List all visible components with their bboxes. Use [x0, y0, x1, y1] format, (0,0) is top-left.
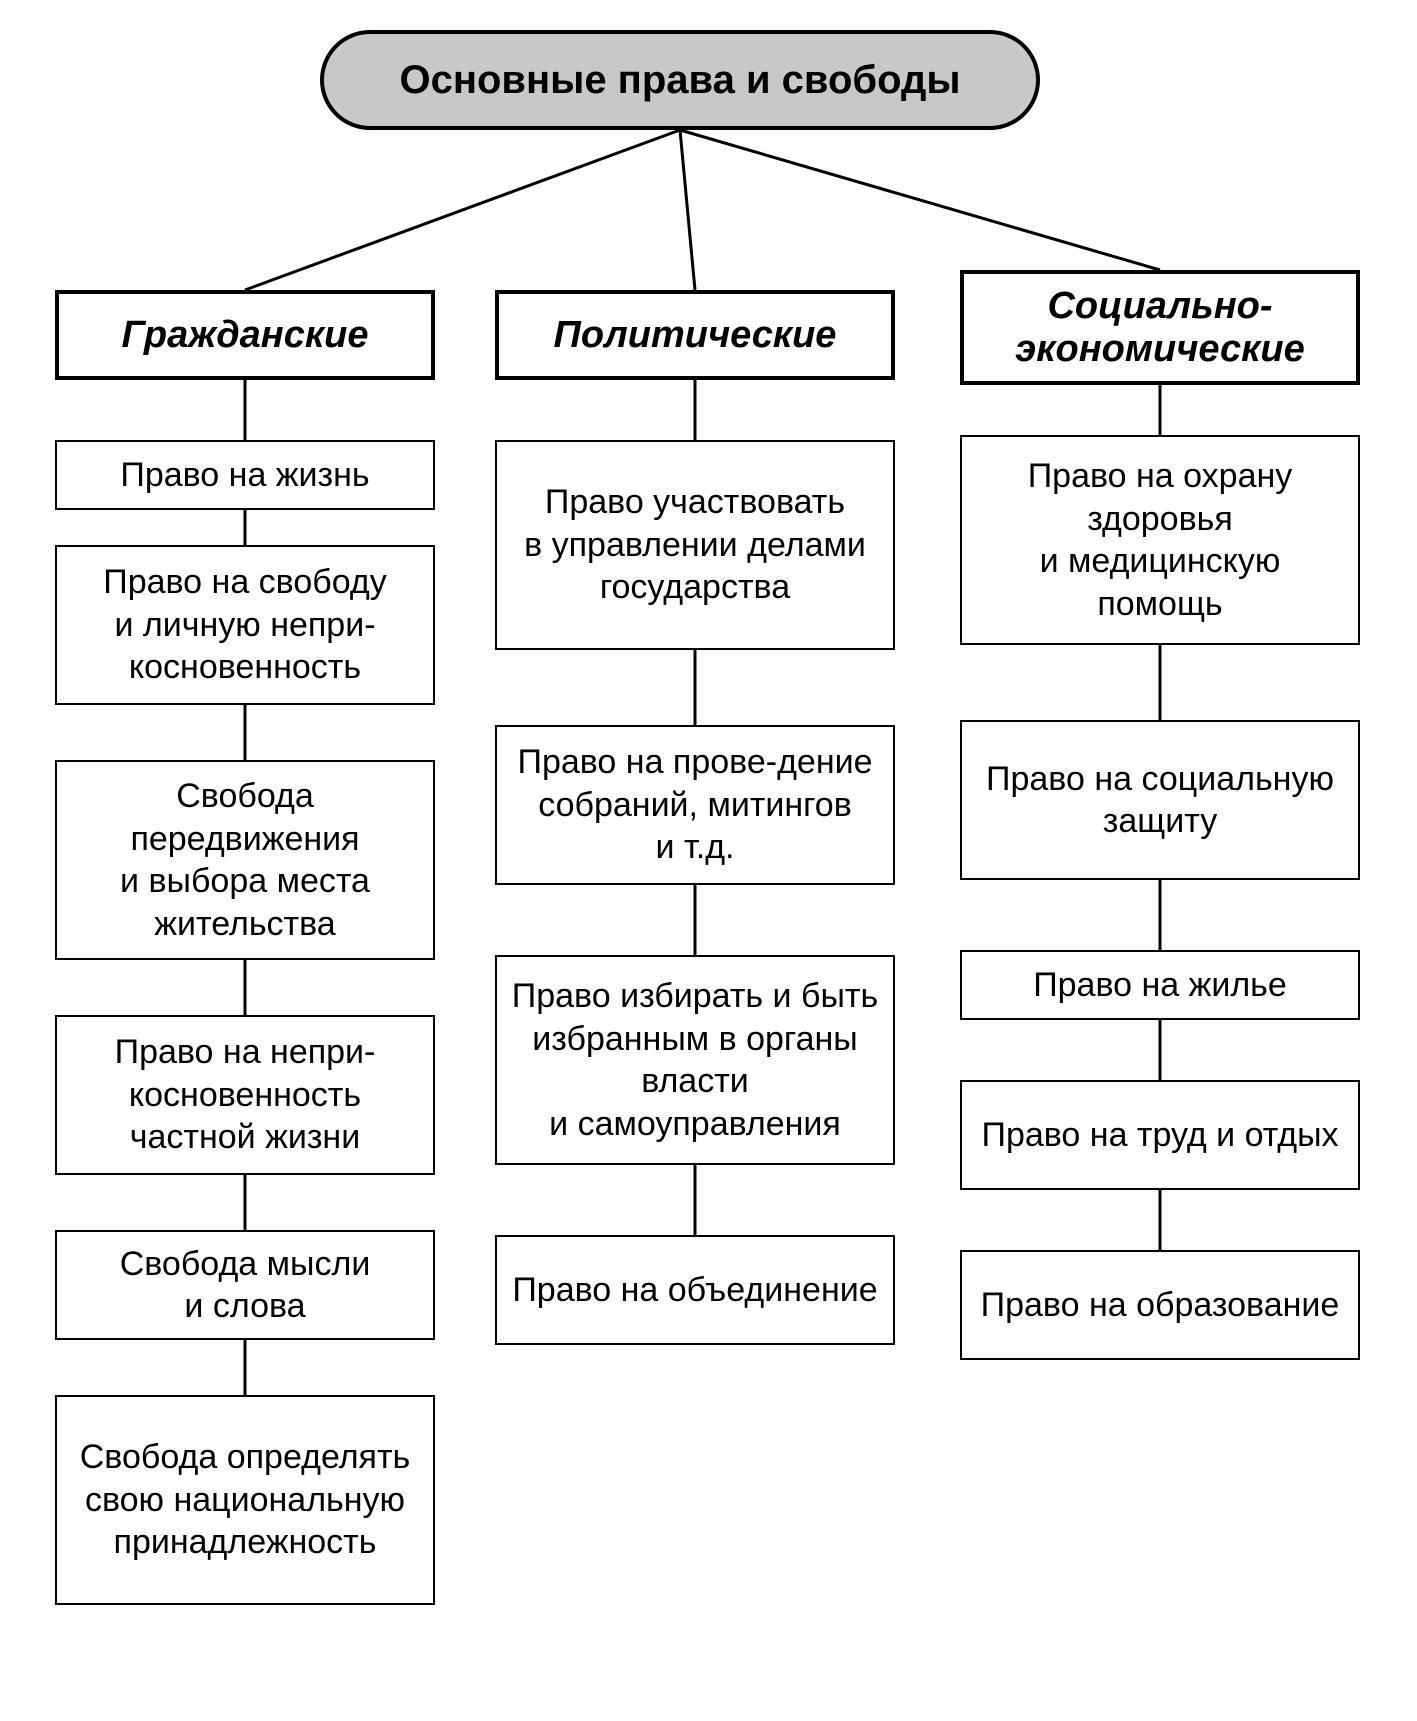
item-node: Право на непри-косновенность частной жиз…: [55, 1015, 435, 1175]
item-node-label: Право избирать и быть избранным в органы…: [511, 975, 879, 1145]
column-header-label: Социально-экономические: [976, 285, 1344, 371]
column-header-label: Политические: [554, 314, 837, 357]
column-header: Политические: [495, 290, 895, 380]
item-node: Право на образование: [960, 1250, 1360, 1360]
edge: [680, 130, 1160, 270]
item-node: Право на свободу и личную непри-косновен…: [55, 545, 435, 705]
item-node-label: Право на жилье: [1033, 964, 1287, 1007]
item-node-label: Право на непри-косновенность частной жиз…: [71, 1031, 419, 1159]
item-node-label: Право на труд и отдых: [982, 1114, 1339, 1157]
item-node: Свобода передвижения и выбора места жите…: [55, 760, 435, 960]
item-node: Право на объединение: [495, 1235, 895, 1345]
item-node-label: Свобода определять свою национальную при…: [71, 1436, 419, 1564]
item-node: Право на социальную защиту: [960, 720, 1360, 880]
item-node-label: Свобода мысли и слова: [71, 1243, 419, 1328]
column-header: Гражданские: [55, 290, 435, 380]
item-node-label: Право на объединение: [512, 1269, 877, 1312]
edge: [680, 130, 695, 290]
item-node-label: Право на прове-дение собраний, митингов …: [511, 741, 879, 869]
edge: [245, 130, 680, 290]
diagram-canvas: Основные права и свободы Гражданские Право…: [0, 0, 1417, 1721]
item-node-label: Право на жизнь: [120, 454, 369, 497]
item-node-label: Право на социальную защиту: [976, 758, 1344, 843]
item-node-label: Право на свободу и личную непри-косновен…: [71, 561, 419, 689]
item-node-label: Право на охрану здоровья и медицинскую п…: [976, 455, 1344, 625]
root-node-label: Основные права и свободы: [399, 58, 960, 103]
item-node: Право на охрану здоровья и медицинскую п…: [960, 435, 1360, 645]
item-node: Право участвовать в управлении делами го…: [495, 440, 895, 650]
item-node: Право избирать и быть избранным в органы…: [495, 955, 895, 1165]
item-node: Свобода определять свою национальную при…: [55, 1395, 435, 1605]
item-node-label: Право на образование: [981, 1284, 1340, 1327]
root-node: Основные права и свободы: [320, 30, 1040, 130]
item-node: Право на труд и отдых: [960, 1080, 1360, 1190]
item-node: Свобода мысли и слова: [55, 1230, 435, 1340]
column-header: Социально-экономические: [960, 270, 1360, 385]
item-node-label: Свобода передвижения и выбора места жите…: [71, 775, 419, 945]
item-node: Право на прове-дение собраний, митингов …: [495, 725, 895, 885]
item-node: Право на жизнь: [55, 440, 435, 510]
item-node: Право на жилье: [960, 950, 1360, 1020]
item-node-label: Право участвовать в управлении делами го…: [511, 481, 879, 609]
column-header-label: Гражданские: [121, 314, 368, 357]
